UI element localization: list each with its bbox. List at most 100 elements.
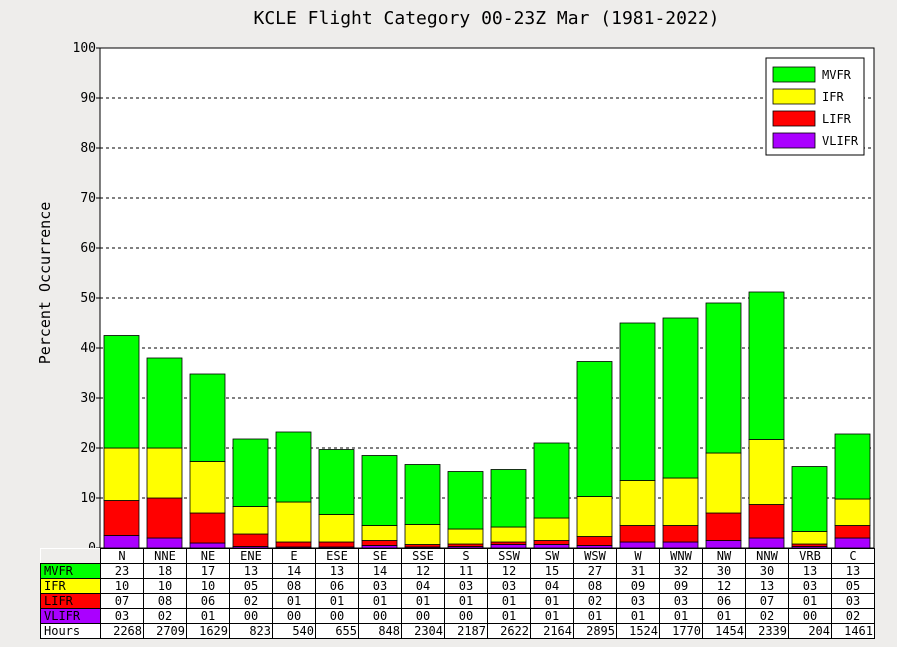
table-row-label: IFR [40,578,101,594]
table-cell: 2709 [143,623,187,639]
bar-ifr-s [447,528,484,545]
table-cell: 18 [143,563,187,579]
bar-mvfr-vrb [791,466,828,532]
table-cell: 06 [315,578,359,594]
x-tick-label: WNW [659,548,703,564]
bar-lifr-wnw [662,525,699,543]
bar-ifr-ne [189,461,226,514]
table-cell: 02 [745,608,789,624]
y-tick-label: 70 [80,191,96,206]
bar-mvfr-wsw [576,361,613,497]
bar-ifr-nw [705,452,742,514]
table-cell: 00 [358,608,402,624]
bar-vlifr-nnw [748,537,785,549]
bar-lifr-nne [146,497,183,539]
bar-ifr-ssw [490,526,527,543]
bar-lifr-nw [705,512,742,541]
y-tick-label: 90 [80,91,96,106]
table-cell: 540 [272,623,316,639]
table-row-label: MVFR [40,563,101,579]
table-cell: 14 [358,563,402,579]
table-cell: 30 [702,563,746,579]
table-cell: 07 [100,593,144,609]
table-cell: 655 [315,623,359,639]
table-cell: 03 [616,593,660,609]
legend-swatch-ifr [772,88,816,105]
table-cell: 2164 [530,623,574,639]
x-tick-label: NW [702,548,746,564]
legend-label-mvfr: MVFR [822,68,852,82]
x-tick-label: S [444,548,488,564]
bar-mvfr-se [361,455,398,526]
bar-mvfr-ne [189,373,226,462]
table-cell: 01 [573,608,617,624]
bar-lifr-ene [232,533,269,547]
bar-ifr-e [275,501,312,543]
table-cell: 2304 [401,623,445,639]
table-cell: 2895 [573,623,617,639]
table-cell: 1454 [702,623,746,639]
table-cell: 01 [272,593,316,609]
table-cell: 1770 [659,623,703,639]
table-cell: 00 [315,608,359,624]
table-cell: 12 [401,563,445,579]
table-cell: 01 [530,593,574,609]
bar-mvfr-wnw [662,317,699,479]
table-row: Hours 2268 2709 1629 823 540 655 848 2304 2187 262… [40,623,875,639]
table-cell: 02 [143,608,187,624]
bar-mvfr-ese [318,449,355,515]
table-cell: 27 [573,563,617,579]
table-cell: 01 [530,608,574,624]
table-cell: 1461 [831,623,875,639]
y-tick-label: 80 [80,141,96,156]
bar-vlifr-nw [705,540,742,549]
table-cell: 2622 [487,623,531,639]
table-row-label: VLIFR [40,608,101,624]
x-tick-label: NE [186,548,230,564]
table-row: VLIFR 03 02 01 00 00 00 00 00 00 01 01 01 01 01 01 02 00 0… [40,608,875,624]
table-cell: 03 [788,578,832,594]
bar-lifr-c [834,525,871,539]
table-cell: 01 [315,593,359,609]
table-cell: 13 [788,563,832,579]
table-cell: 10 [100,578,144,594]
table-cell: 01 [487,593,531,609]
bar-ifr-ene [232,506,269,535]
table-cell: 1524 [616,623,660,639]
table-cell: 03 [487,578,531,594]
table-cell: 10 [143,578,187,594]
table-cell: 14 [272,563,316,579]
bar-lifr-ese [318,541,355,548]
table-cell: 03 [358,578,402,594]
legend-label-ifr: IFR [822,90,844,104]
bar-mvfr-nne [146,357,183,449]
table-cell: 00 [788,608,832,624]
bar-mvfr-nnw [748,291,785,440]
table-cell: 01 [788,593,832,609]
bar-ifr-sw [533,517,570,541]
bar-lifr-n [103,500,140,536]
bar-lifr-sw [533,540,570,545]
table-cell: 13 [745,578,789,594]
bar-mvfr-n [103,335,140,449]
bar-vlifr-nne [146,537,183,549]
y-tick-label: 60 [80,241,96,256]
table-cell: 01 [659,608,703,624]
x-tick-label: W [616,548,660,564]
x-tick-label: ESE [315,548,359,564]
y-tick-label: 30 [80,391,96,406]
x-tick-label: N [100,548,144,564]
bar-mvfr-sse [404,464,441,525]
x-tick-label: NNW [745,548,789,564]
x-tick-label: SW [530,548,574,564]
x-tick-label: C [831,548,875,564]
table-cell: 02 [229,593,273,609]
table-cell: 01 [186,608,230,624]
x-tick-label: ENE [229,548,273,564]
legend-swatch-vlifr [772,132,816,149]
table-cell: 09 [659,578,703,594]
bar-ifr-c [834,498,871,526]
bar-ifr-vrb [791,531,828,545]
legend-swatch-mvfr [772,66,816,83]
table-cell: 03 [444,578,488,594]
